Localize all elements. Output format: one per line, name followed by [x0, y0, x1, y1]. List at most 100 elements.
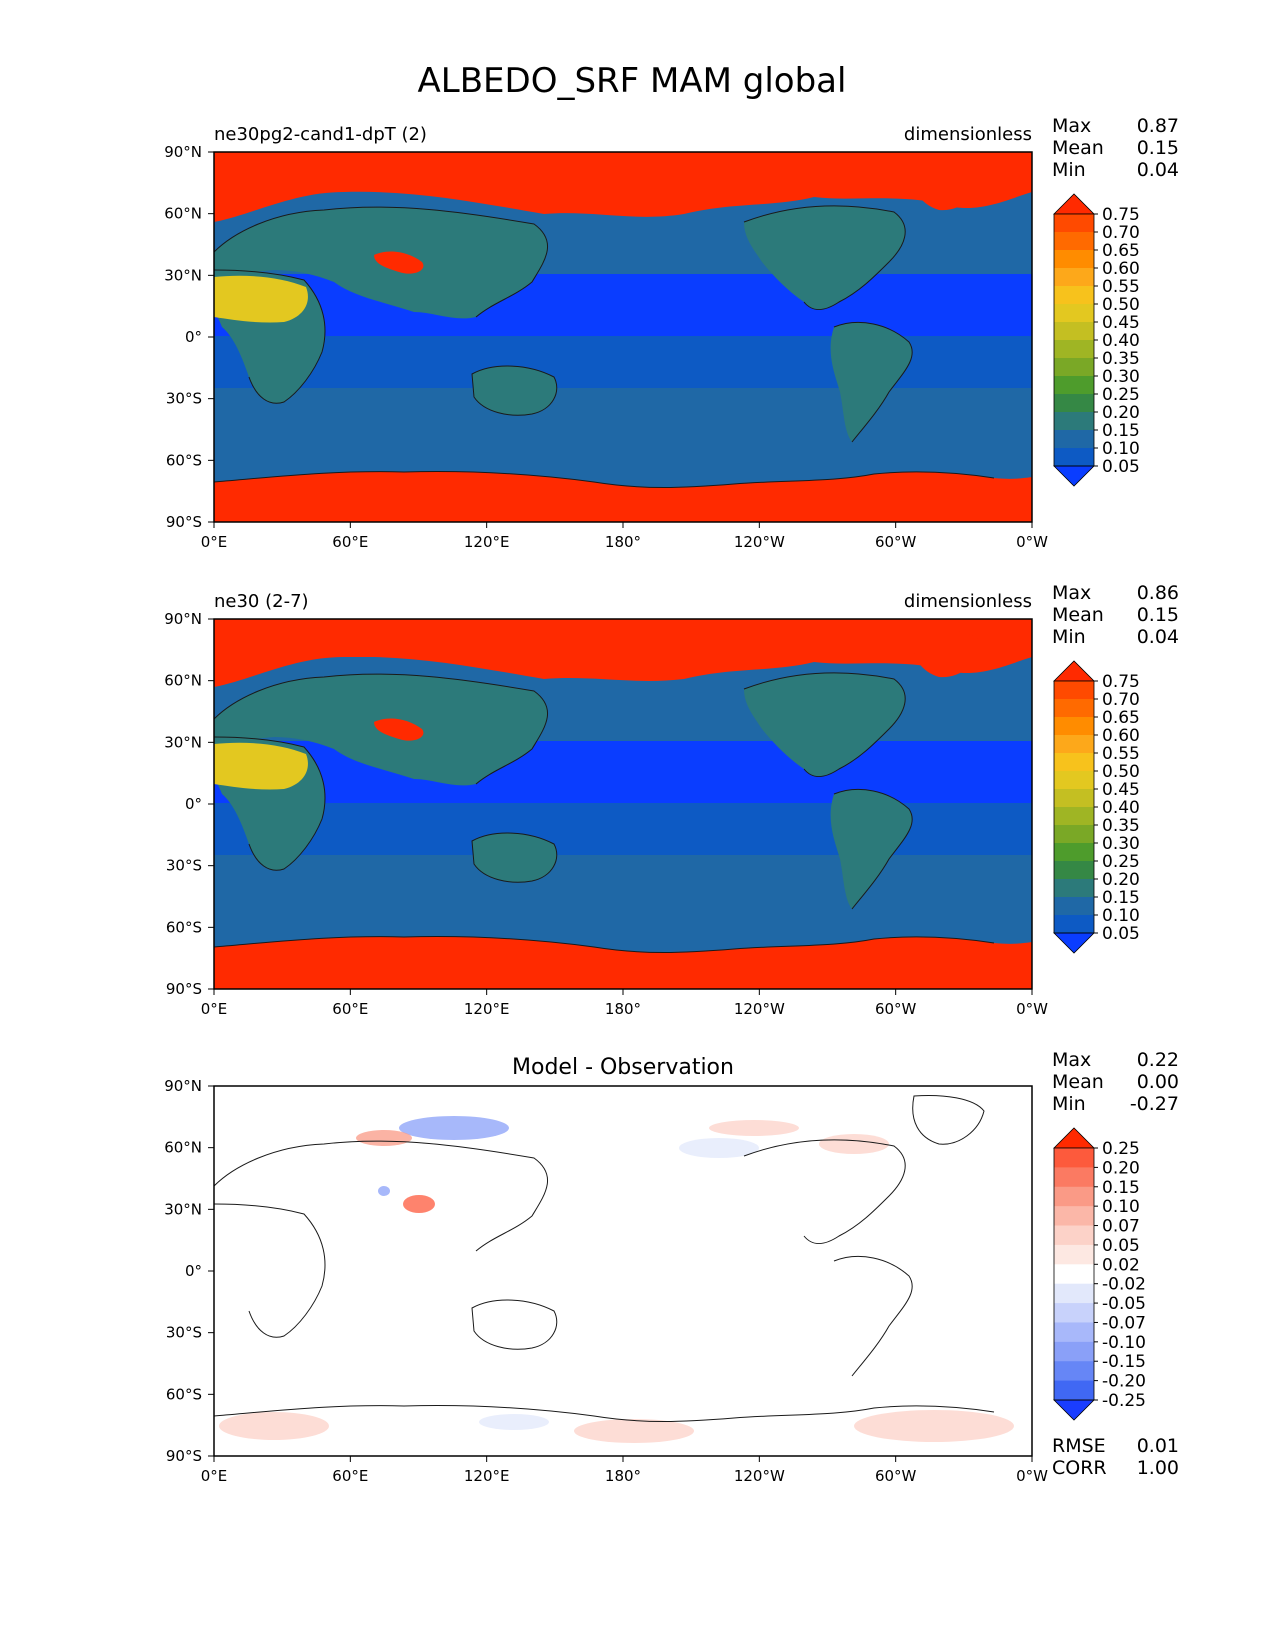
colorbar-label: 0.10: [1102, 906, 1140, 926]
x-tick-label: 60°E: [332, 533, 368, 551]
map-background: [214, 1086, 1032, 1456]
colorbar-segment: [1054, 430, 1094, 449]
diff-patch-central-asia-negative: [378, 1186, 390, 1196]
y-tick-label: 90°S: [166, 980, 202, 998]
panel-left-title: ne30pg2-cand1-dpT (2): [214, 124, 427, 145]
y-tick-label: 30°S: [166, 1324, 202, 1342]
colorbar-segment: [1054, 753, 1094, 772]
x-tick-label: 120°W: [734, 1000, 785, 1018]
colorbar-label: 0.65: [1102, 241, 1140, 261]
map-area: [214, 619, 1032, 989]
colorbar-label: -0.05: [1102, 1294, 1146, 1314]
colorbar-label: 0.60: [1102, 259, 1140, 279]
stat-value: 0.15: [1137, 604, 1179, 626]
y-axis: 90°N 60°N 30°N 0° 30°S 60°S 90°S: [164, 1077, 214, 1465]
diff-patch-tibet-positive: [403, 1195, 435, 1213]
colorbar-segment: [1054, 1341, 1094, 1362]
x-tick-label: 120°E: [464, 1000, 510, 1018]
stat-value: 0.04: [1137, 159, 1179, 181]
diff-patch-hudson-positive: [819, 1134, 889, 1154]
australia-landmass: [472, 833, 557, 883]
colorbar-segment: [1054, 232, 1094, 251]
south-america-landmass: [830, 322, 913, 442]
colorbar-label: 0.35: [1102, 349, 1140, 369]
sahara-desert: [214, 275, 308, 323]
colorbar-segment: [1054, 214, 1094, 233]
stat-label: Mean: [1052, 137, 1104, 159]
arctic-edge: [214, 656, 1032, 687]
x-tick-label: 0°E: [201, 1467, 228, 1485]
colorbar-segment: [1054, 268, 1094, 287]
y-axis: 90°N 60°N 30°N 0° 30°S 60°S 90°S: [164, 143, 214, 531]
colorbar-frame: [1053, 1147, 1095, 1401]
map-area: [214, 152, 1032, 522]
stat-label: Max: [1052, 115, 1091, 137]
colorbar-label: 0.75: [1102, 205, 1140, 225]
diff-patch-arctic-positive: [709, 1120, 799, 1136]
stat-value: 0.22: [1137, 1049, 1179, 1071]
panel-1: 0°E 60°E 120°E 180° 120°W 60°W 0°W 90°N 60°N 30°…: [164, 115, 1179, 551]
colorbar-extend-bottom: [1053, 932, 1095, 954]
colorbar-segment: [1054, 394, 1094, 413]
colorbar-segment: [1054, 1361, 1094, 1382]
colorbar-segment: [1054, 1264, 1094, 1285]
colorbar-label: -0.15: [1102, 1352, 1146, 1372]
x-tick-label: 180°: [605, 533, 641, 551]
y-tick-label: 60°S: [166, 918, 202, 936]
colorbar-segment: [1054, 807, 1094, 826]
stat-label: Max: [1052, 1049, 1091, 1071]
colorbar-label: 0.05: [1102, 1236, 1140, 1256]
colorbar-extend-top: [1053, 660, 1095, 682]
colorbar-label: 0.70: [1102, 223, 1140, 243]
x-tick-label: 180°: [605, 1000, 641, 1018]
colorbar-label: 0.70: [1102, 690, 1140, 710]
colorbar-segment: [1054, 789, 1094, 808]
colorbar-segment: [1054, 1303, 1094, 1323]
sahara-desert: [214, 742, 308, 790]
colorbar-segment: [1054, 681, 1094, 700]
extra-stat-value: 0.01: [1137, 1435, 1179, 1457]
colorbar-label: 0.30: [1102, 834, 1140, 854]
y-tick-label: 0°: [185, 1262, 202, 1280]
colorbar-segment: [1054, 825, 1094, 844]
y-tick-label: 90°S: [166, 1447, 202, 1465]
y-tick-label: 60°N: [164, 205, 202, 223]
x-tick-label: 120°W: [734, 533, 785, 551]
colorbar-label: 0.75: [1102, 672, 1140, 692]
greenland-ice: [912, 161, 984, 211]
colorbar-label: -0.20: [1102, 1372, 1146, 1392]
arctic-cap: [214, 619, 1032, 657]
colorbar-extend-top: [1053, 193, 1095, 215]
extra-stat-label: RMSE: [1052, 1435, 1106, 1457]
colorbar-segment: [1054, 1322, 1094, 1343]
diff-patch-canada-negative: [679, 1138, 759, 1158]
colorbar-extend-top: [1053, 1127, 1095, 1149]
colorbar-segment: [1054, 843, 1094, 862]
colorbar-segment: [1054, 304, 1094, 323]
map-area: [214, 1086, 1032, 1456]
colorbar-extend-bottom: [1053, 1399, 1095, 1421]
x-tick-label: 120°W: [734, 1467, 785, 1485]
colorbar: 0.250.200.150.100.070.050.02-0.02-0.05-0…: [1053, 1127, 1146, 1421]
x-tick-label: 120°E: [464, 1467, 510, 1485]
colorbar-label: 0.45: [1102, 313, 1140, 333]
coastline: [214, 1095, 995, 1422]
colorbar-label: -0.02: [1102, 1275, 1146, 1295]
colorbar-label: 0.50: [1102, 295, 1140, 315]
colorbar-segment: [1054, 1283, 1094, 1304]
colorbar-extend-bottom: [1053, 465, 1095, 487]
colorbar-label: 0.07: [1102, 1217, 1140, 1237]
diff-patch-siberia-negative: [399, 1116, 509, 1140]
x-tick-label: 0°E: [201, 533, 228, 551]
tibet-high-albedo: [374, 251, 424, 274]
x-tick-label: 0°W: [1016, 1467, 1048, 1485]
x-tick-label: 0°W: [1016, 533, 1048, 551]
colorbar-segment: [1054, 376, 1094, 395]
colorbar-segment: [1054, 1380, 1094, 1401]
panel-3: 0°E 60°E 120°E 180° 120°W 60°W 0°W 90°N 60°N 30°…: [164, 1049, 1179, 1485]
antarctic-cap: [214, 936, 1032, 989]
colorbar-label: 0.05: [1102, 924, 1140, 944]
colorbar-segment: [1054, 699, 1094, 718]
colorbar-label: 0.30: [1102, 367, 1140, 387]
colorbar-label: 0.15: [1102, 1178, 1140, 1198]
